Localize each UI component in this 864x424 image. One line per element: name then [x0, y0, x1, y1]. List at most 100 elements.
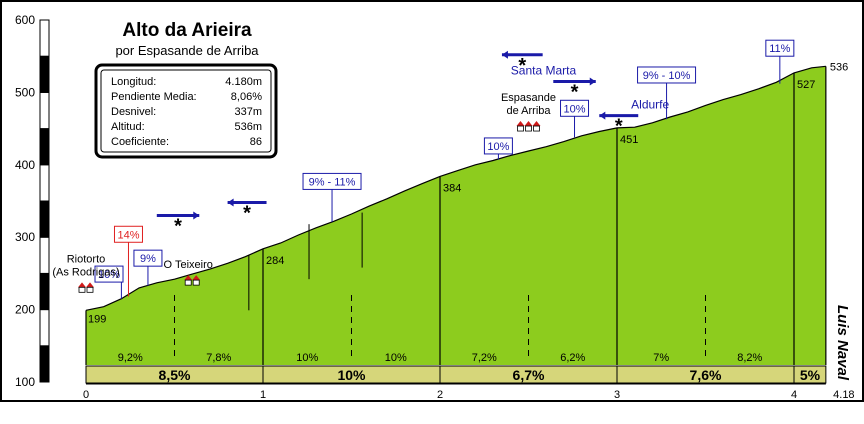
gradient-tag-label: 14%: [117, 229, 139, 241]
place-name: (As Rodrigas): [52, 266, 119, 278]
chart-title: Alto da Arieira: [122, 20, 252, 41]
y-tick-label: 100: [15, 375, 35, 389]
gradient-tag-label: 9% - 11%: [309, 176, 356, 188]
x-tick-label: 4.18: [833, 389, 854, 401]
labels-layer: 199 284 384 451 527 536 10% 14%9% 9% - 11% 10% 10%…: [52, 39, 848, 325]
asterisk-marker: *: [615, 116, 623, 138]
km-gradient: 6,7%: [513, 367, 545, 383]
gradient-tag-box: [94, 265, 124, 283]
km-gradient-band: [793, 365, 827, 384]
arrow-head: [599, 111, 606, 120]
house-icon: [86, 282, 94, 293]
house-icon: [78, 282, 86, 293]
elevation-point-label: 384: [443, 182, 461, 194]
gradient-tag-label: 9% - 10%: [643, 70, 691, 82]
info-label: Altitud:: [111, 121, 145, 133]
profile-layer: [85, 65, 827, 366]
y-axis-ticks: 100 200 300 400 500 600: [15, 13, 35, 389]
house-icon: [532, 121, 541, 132]
x-axis-ticks: 0 1 2 3 4 4.18: [83, 389, 855, 401]
elevation-point-label: 199: [88, 313, 106, 325]
x-tick-label: 4: [791, 389, 797, 401]
y-tick-label: 500: [15, 85, 35, 99]
y-tick-label: 400: [15, 158, 35, 172]
gradient-tag-box: [302, 172, 362, 190]
gradient-tag-label: 10%: [564, 103, 586, 115]
elevation-point-label: 451: [620, 134, 638, 146]
scale-bar-segment: [39, 345, 50, 383]
profile-area: [86, 66, 826, 366]
x-tick-label: 3: [614, 389, 620, 401]
gradient-tag-box: [560, 99, 590, 117]
x-tick-label: 1: [260, 389, 266, 401]
info-value: 86: [250, 136, 262, 148]
elevation-point-label: 284: [266, 255, 284, 267]
info-label: Pendiente Media:: [111, 91, 197, 103]
scale-bar-segment: [39, 272, 50, 311]
y-tick-label: 200: [15, 303, 35, 317]
info-value: 337m: [234, 106, 262, 118]
scale-bar-segment: [39, 55, 50, 93]
elevation-scale-bar: [39, 19, 50, 383]
gradient-tag-box: [483, 137, 513, 155]
asterisk-marker: *: [518, 55, 526, 77]
info-label: Longitud:: [111, 76, 156, 88]
author-signature: Luis Naval: [834, 305, 851, 381]
scale-bar-segment: [39, 128, 50, 166]
asterisk-marker: *: [243, 202, 251, 224]
scale-bar-segment: [39, 91, 50, 130]
place-name: Riotorto: [67, 253, 106, 265]
half-km-gradient: 7,2%: [472, 352, 497, 364]
gradient-tag-label: 10%: [98, 269, 120, 281]
gradient-tag-box: [637, 66, 697, 84]
km-gradient: 7,6%: [690, 367, 722, 383]
half-km-gradient: 8,2%: [737, 352, 762, 364]
half-km-gradient: 7,8%: [206, 352, 231, 364]
half-km-gradient: 10%: [296, 352, 318, 364]
gradient-tag-label: 10%: [487, 141, 509, 153]
asterisk-marker: *: [174, 215, 182, 237]
chart-subtitle: por Espasande de Arriba: [115, 43, 259, 58]
arrow-head: [193, 211, 200, 220]
half-km-gradient: 6,2%: [560, 352, 585, 364]
scale-bar-segment: [39, 309, 50, 347]
scale-bar-segment: [39, 164, 50, 202]
half-km-gradient: 10%: [385, 352, 407, 364]
gradient-tag-box: [113, 225, 143, 243]
gradient-tag-box: [133, 249, 163, 267]
junction-label: Aldurfe: [631, 97, 669, 111]
junction-label: Santa Marta: [511, 63, 577, 77]
house-icon: [516, 121, 525, 132]
profile-line: [85, 65, 826, 311]
km-gradient: 8,5%: [159, 367, 191, 383]
y-tick-label: 600: [15, 13, 35, 27]
half-km-gradient: 7%: [653, 352, 669, 364]
house-icon: [184, 275, 193, 286]
marks-layer: [174, 72, 795, 365]
arrow-head: [589, 77, 596, 86]
arrow-head: [227, 198, 234, 207]
arrow-head: [501, 50, 508, 59]
scale-bar-segment: [39, 236, 50, 274]
house-icon: [524, 121, 533, 132]
km-gradient: 10%: [337, 367, 366, 383]
place-name: Espasande: [501, 92, 556, 104]
km-gradient: 5%: [800, 367, 821, 383]
info-value: 536m: [234, 121, 262, 133]
scale-bar-segment: [39, 200, 50, 238]
info-box: Longitud: 4.180m Pendiente Media: 8,06% Desn…: [94, 63, 278, 159]
info-label: Desnivel:: [111, 106, 156, 118]
x-tick-label: 0: [83, 389, 89, 401]
info-value: 8,06%: [231, 91, 262, 103]
info-value: 4.180m: [225, 76, 262, 88]
asterisk-marker: *: [571, 82, 579, 104]
place-name: de Arriba: [506, 105, 551, 117]
gradient-bands: 9,2% 7,8% 10% 10% 7,2% 6,2% 7% 8,2% 8,5% 10% 6,7% 7…: [85, 352, 827, 385]
x-tick-label: 2: [437, 389, 443, 401]
info-label: Coeficiente:: [111, 136, 169, 148]
gradient-tag-label: 9%: [140, 253, 156, 265]
scale-bar-segment: [39, 19, 50, 57]
elevation-point-label: 527: [797, 79, 815, 91]
y-tick-label: 300: [15, 230, 35, 244]
